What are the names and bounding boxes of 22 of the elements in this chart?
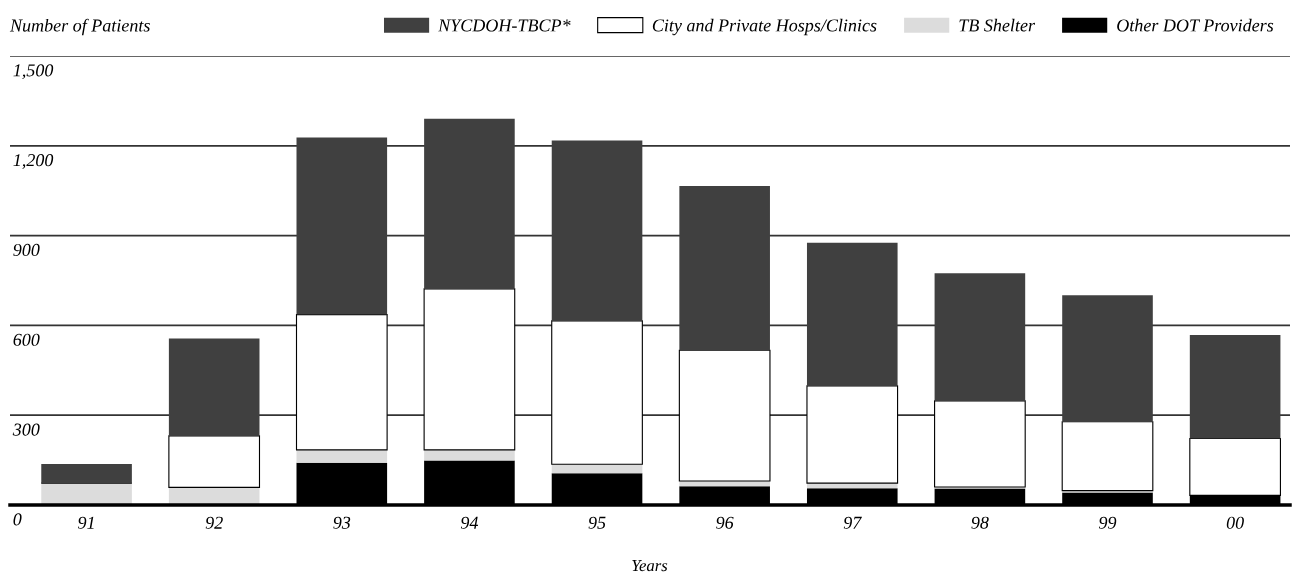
legend-label: Other DOT Providers: [1117, 18, 1274, 32]
y-axis-title: Number of Patients: [9, 18, 150, 36]
y-tick-label: 900: [13, 243, 40, 257]
legend-label: NYCDOH-TBCP*: [438, 19, 571, 32]
x-tick-label: 92: [205, 516, 223, 529]
x-tick-label: 94: [460, 516, 479, 529]
y-tick-label: 1,500: [13, 64, 54, 80]
x-tick-label: 00: [1226, 516, 1244, 529]
y-tick-label: 600: [13, 333, 40, 346]
x-tick-label: 96: [716, 516, 734, 529]
y-tick-label: 1,200: [13, 154, 54, 169]
x-axis-title: Years: [632, 560, 668, 572]
y-tick-label: 0: [13, 513, 22, 526]
x-tick-label: 97: [843, 516, 862, 529]
x-tick-label: 93: [333, 516, 351, 529]
x-tick-label: 95: [588, 516, 606, 529]
x-tick-label: 91: [78, 516, 94, 529]
legend-label: City and Private Hosps/Clinics: [652, 18, 877, 36]
x-tick-label: 99: [1099, 516, 1117, 529]
x-tick-label: 98: [971, 516, 989, 529]
y-tick-label: 300: [12, 423, 40, 436]
legend-label: TB Shelter: [959, 18, 1036, 32]
